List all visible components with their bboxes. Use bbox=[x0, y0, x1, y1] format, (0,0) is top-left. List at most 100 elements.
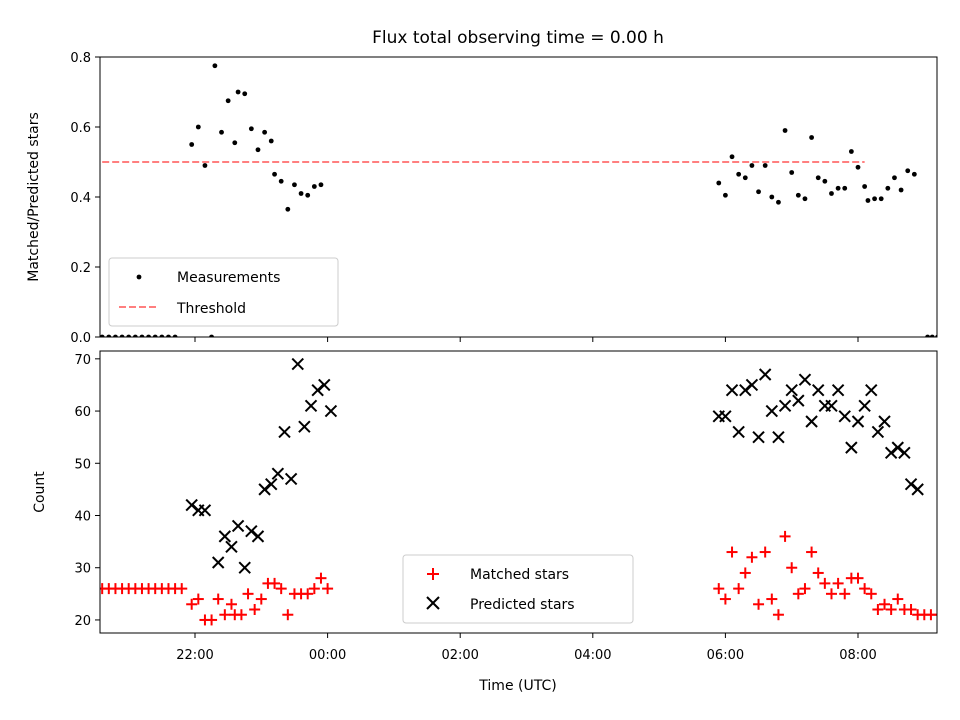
predicted-stars-point bbox=[765, 404, 779, 418]
measurement-point bbox=[756, 189, 761, 195]
bottom-y-tick-label: 20 bbox=[74, 614, 91, 629]
measurement-point bbox=[248, 126, 254, 132]
matched-stars-point bbox=[255, 593, 267, 605]
predicted-stars-point bbox=[758, 368, 772, 381]
x-axis-label: Time (UTC) bbox=[478, 678, 556, 694]
predicted-stars-point bbox=[825, 399, 838, 413]
measurement-point bbox=[189, 142, 195, 147]
matched-stars-point bbox=[879, 598, 891, 610]
predicted-stars-point bbox=[284, 472, 298, 486]
matched-stars-point bbox=[242, 588, 254, 600]
predicted-stars-point bbox=[865, 383, 878, 397]
predicted-stars-point bbox=[318, 378, 331, 392]
bottom-y-tick-label: 30 bbox=[74, 562, 91, 577]
predicted-stars-point bbox=[271, 467, 285, 480]
measurement-point bbox=[132, 334, 138, 337]
predicted-stars-point bbox=[798, 373, 812, 386]
predicted-stars-point bbox=[752, 430, 765, 444]
measurement-point bbox=[139, 334, 145, 337]
predicted-stars-point bbox=[291, 357, 304, 371]
matched-stars-point bbox=[792, 588, 804, 600]
top-y-ticks: 0.0 0.2 0.4 0.6 0.8 bbox=[70, 51, 100, 346]
matched-stars-point bbox=[839, 588, 851, 600]
measurement-point bbox=[113, 334, 118, 337]
measurement-point bbox=[285, 206, 291, 212]
measurement-point bbox=[776, 199, 781, 205]
measurement-point bbox=[268, 138, 274, 144]
predicted-stars-point bbox=[878, 415, 891, 428]
predicted-stars-point bbox=[732, 425, 745, 439]
top-y-tick-label: 0.0 bbox=[70, 331, 91, 346]
predicted-stars-point bbox=[211, 556, 225, 569]
matched-stars-point bbox=[812, 567, 824, 579]
predicted-stars-point bbox=[265, 477, 278, 491]
predicted-stars-point bbox=[898, 446, 911, 460]
matched-stars-point bbox=[905, 604, 917, 615]
measurement-point bbox=[166, 334, 171, 337]
measurement-point bbox=[809, 135, 814, 140]
predicted-stars-point bbox=[871, 425, 885, 439]
measurement-point bbox=[878, 196, 884, 202]
measurement-point bbox=[855, 164, 861, 170]
measurement-point bbox=[292, 182, 297, 188]
measurement-point bbox=[235, 89, 241, 95]
matched-stars-point bbox=[799, 583, 811, 595]
measurement-point bbox=[278, 178, 284, 184]
x-tick-label: 00:00 bbox=[309, 648, 346, 663]
legend-threshold-label: Threshold bbox=[176, 301, 246, 317]
matched-stars-point bbox=[713, 583, 725, 595]
matched-stars-point bbox=[176, 583, 188, 595]
measurement-point bbox=[152, 334, 158, 337]
predicted-stars-point bbox=[772, 430, 785, 444]
measurement-point bbox=[100, 334, 105, 337]
matched-stars-point bbox=[275, 583, 287, 595]
measurement-point bbox=[865, 198, 871, 203]
matched-stars-point bbox=[865, 588, 877, 600]
measurement-point bbox=[716, 180, 722, 186]
bottom-axes-frame bbox=[99, 350, 938, 634]
matched-stars-point bbox=[753, 598, 765, 610]
bottom-x-ticks: 22:00 00:00 02:00 04:00 06:00 08:00 bbox=[176, 633, 877, 663]
predicted-stars-point bbox=[778, 399, 792, 413]
measurement-point bbox=[126, 334, 132, 337]
legend-predicted-marker bbox=[426, 596, 440, 610]
measurement-point bbox=[892, 175, 897, 181]
measurement-point bbox=[898, 187, 904, 193]
matched-stars-point bbox=[806, 546, 818, 558]
top-axes: 0.00.20.40.60.8 Matched/Predicted stars … bbox=[26, 51, 938, 346]
measurement-point bbox=[298, 191, 304, 196]
measurement-point bbox=[106, 334, 112, 337]
matched-stars-point bbox=[746, 551, 758, 563]
predicted-stars-point bbox=[858, 399, 871, 413]
predicted-stars-point bbox=[198, 504, 212, 517]
x-tick-label: 02:00 bbox=[441, 648, 478, 663]
predicted-stars-point bbox=[812, 383, 825, 397]
bottom-legend-box bbox=[402, 554, 634, 624]
matched-stars-point bbox=[225, 598, 237, 610]
measurement-point bbox=[146, 334, 151, 337]
measurement-point bbox=[209, 334, 214, 337]
measurement-point bbox=[802, 196, 808, 202]
matched-stars-point bbox=[885, 604, 897, 615]
predicted-stars-point bbox=[725, 383, 739, 397]
matched-stars-point bbox=[739, 567, 751, 579]
measurement-point bbox=[172, 334, 178, 337]
top-y-tick-label: 0.4 bbox=[70, 191, 91, 206]
measurement-point bbox=[225, 98, 231, 104]
chart-title: Flux total observing time = 0.00 h bbox=[372, 28, 664, 48]
matched-stars-point bbox=[932, 609, 937, 621]
matched-stars-point bbox=[315, 572, 327, 584]
x-tick-label: 08:00 bbox=[839, 648, 876, 663]
matched-stars-point bbox=[779, 530, 791, 542]
matched-stars-point bbox=[852, 572, 864, 584]
matched-stars-point bbox=[759, 546, 771, 558]
predicted-stars-point bbox=[231, 519, 245, 533]
top-plot-marks bbox=[100, 63, 937, 337]
predicted-stars-point bbox=[251, 530, 265, 543]
predicted-stars-point bbox=[805, 415, 818, 428]
legend-predicted-label: Predicted stars bbox=[470, 597, 575, 613]
measurement-point bbox=[862, 184, 868, 189]
matched-stars-point bbox=[726, 546, 738, 558]
measurement-point bbox=[212, 63, 218, 69]
measurement-point bbox=[202, 163, 208, 168]
